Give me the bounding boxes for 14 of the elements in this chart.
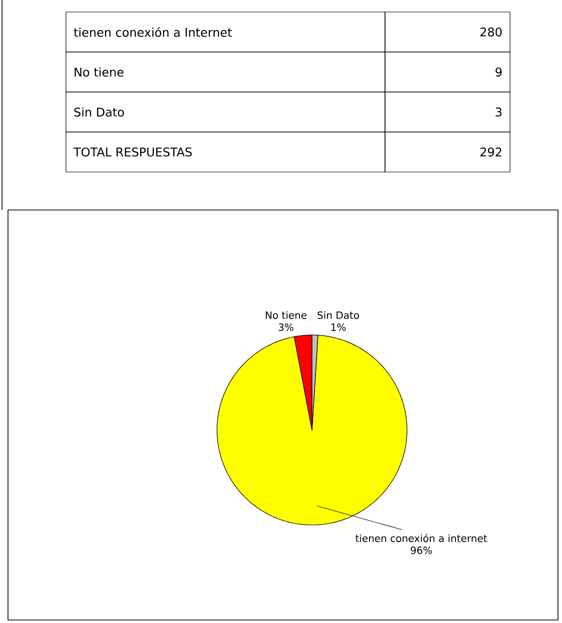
text: Sin Dato — [74, 107, 124, 117]
data-label: 96% — [410, 546, 432, 554]
text: TOTAL RESPUESTAS — [74, 147, 192, 157]
text: 280 — [480, 27, 502, 37]
text: No tiene — [74, 67, 124, 77]
data-label: 1% — [331, 323, 346, 331]
data-label: 3% — [278, 323, 294, 331]
text: tienen conexión a Internet — [74, 27, 232, 37]
text: 9 — [496, 67, 502, 77]
slice-label: tienen conexión a internet — [356, 534, 488, 542]
text: 3 — [496, 107, 502, 117]
text: 292 — [480, 147, 502, 157]
slice-label: No tiene — [266, 311, 306, 319]
slice-label: Sin Dato — [318, 311, 359, 319]
